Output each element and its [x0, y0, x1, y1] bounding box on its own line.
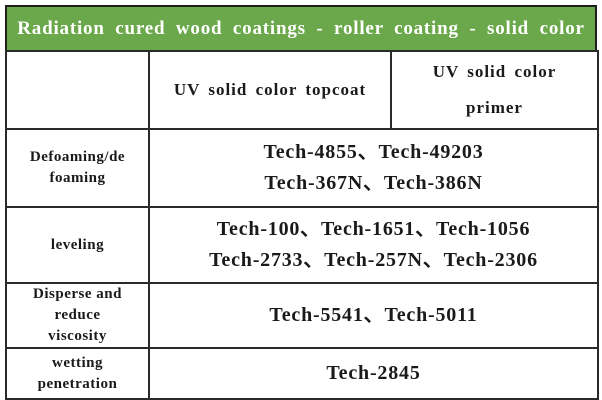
- table-row-leveling: leveling Tech-100、Tech-1651、Tech-1056 Te…: [5, 206, 599, 284]
- row-label-line: wetting: [52, 354, 103, 371]
- row-label-line: Defoaming/de: [29, 149, 126, 165]
- row-label-line: Disperse and: [33, 286, 122, 302]
- corner-cell: [5, 50, 150, 130]
- product-codes-line: Tech-5541、Tech-5011: [269, 304, 478, 326]
- table-row-defoaming: Defoaming/de foaming Tech-4855、Tech-4920…: [5, 128, 599, 208]
- row-label-disperse: Disperse and reduce viscosity: [5, 282, 150, 349]
- page-title: Radiation cured wood coatings - roller c…: [17, 17, 585, 39]
- row-label-wetting: wetting penetration: [5, 347, 150, 400]
- product-codes-line: Tech-2845: [326, 362, 421, 384]
- product-codes-line: Tech-100、Tech-1651、Tech-1056: [216, 218, 531, 240]
- row-value-disperse: Tech-5541、Tech-5011: [148, 282, 599, 349]
- row-label-line: reduce: [54, 307, 101, 323]
- table-row-wetting: wetting penetration Tech-2845: [5, 347, 599, 400]
- coatings-spec-table: UV solid color topcoat UV solid color pr…: [5, 50, 599, 400]
- row-value-leveling: Tech-100、Tech-1651、Tech-1056 Tech-2733、T…: [148, 206, 599, 284]
- row-label-line: foaming: [49, 170, 106, 186]
- row-value-defoaming: Tech-4855、Tech-49203 Tech-367N、Tech-386N: [148, 128, 599, 208]
- title-banner: Radiation cured wood coatings - roller c…: [5, 5, 597, 50]
- row-value-wetting: Tech-2845: [148, 347, 599, 400]
- table-row-disperse: Disperse and reduce viscosity Tech-5541、…: [5, 282, 599, 349]
- product-codes-line: Tech-2733、Tech-257N、Tech-2306: [209, 249, 538, 271]
- row-label-line: viscosity: [48, 328, 107, 344]
- header-row: UV solid color topcoat UV solid color pr…: [5, 50, 599, 130]
- row-label-line: leveling: [50, 236, 105, 253]
- row-label-defoaming: Defoaming/de foaming: [5, 128, 150, 208]
- row-label-leveling: leveling: [5, 206, 150, 284]
- row-label-line: penetration: [37, 375, 118, 392]
- product-codes-line: Tech-367N、Tech-386N: [264, 172, 483, 194]
- product-codes-line: Tech-4855、Tech-49203: [263, 141, 484, 163]
- table-container: Radiation cured wood coatings - roller c…: [5, 5, 599, 400]
- column-header-primer: UV solid color primer: [390, 50, 599, 130]
- column-header-topcoat: UV solid color topcoat: [148, 50, 392, 130]
